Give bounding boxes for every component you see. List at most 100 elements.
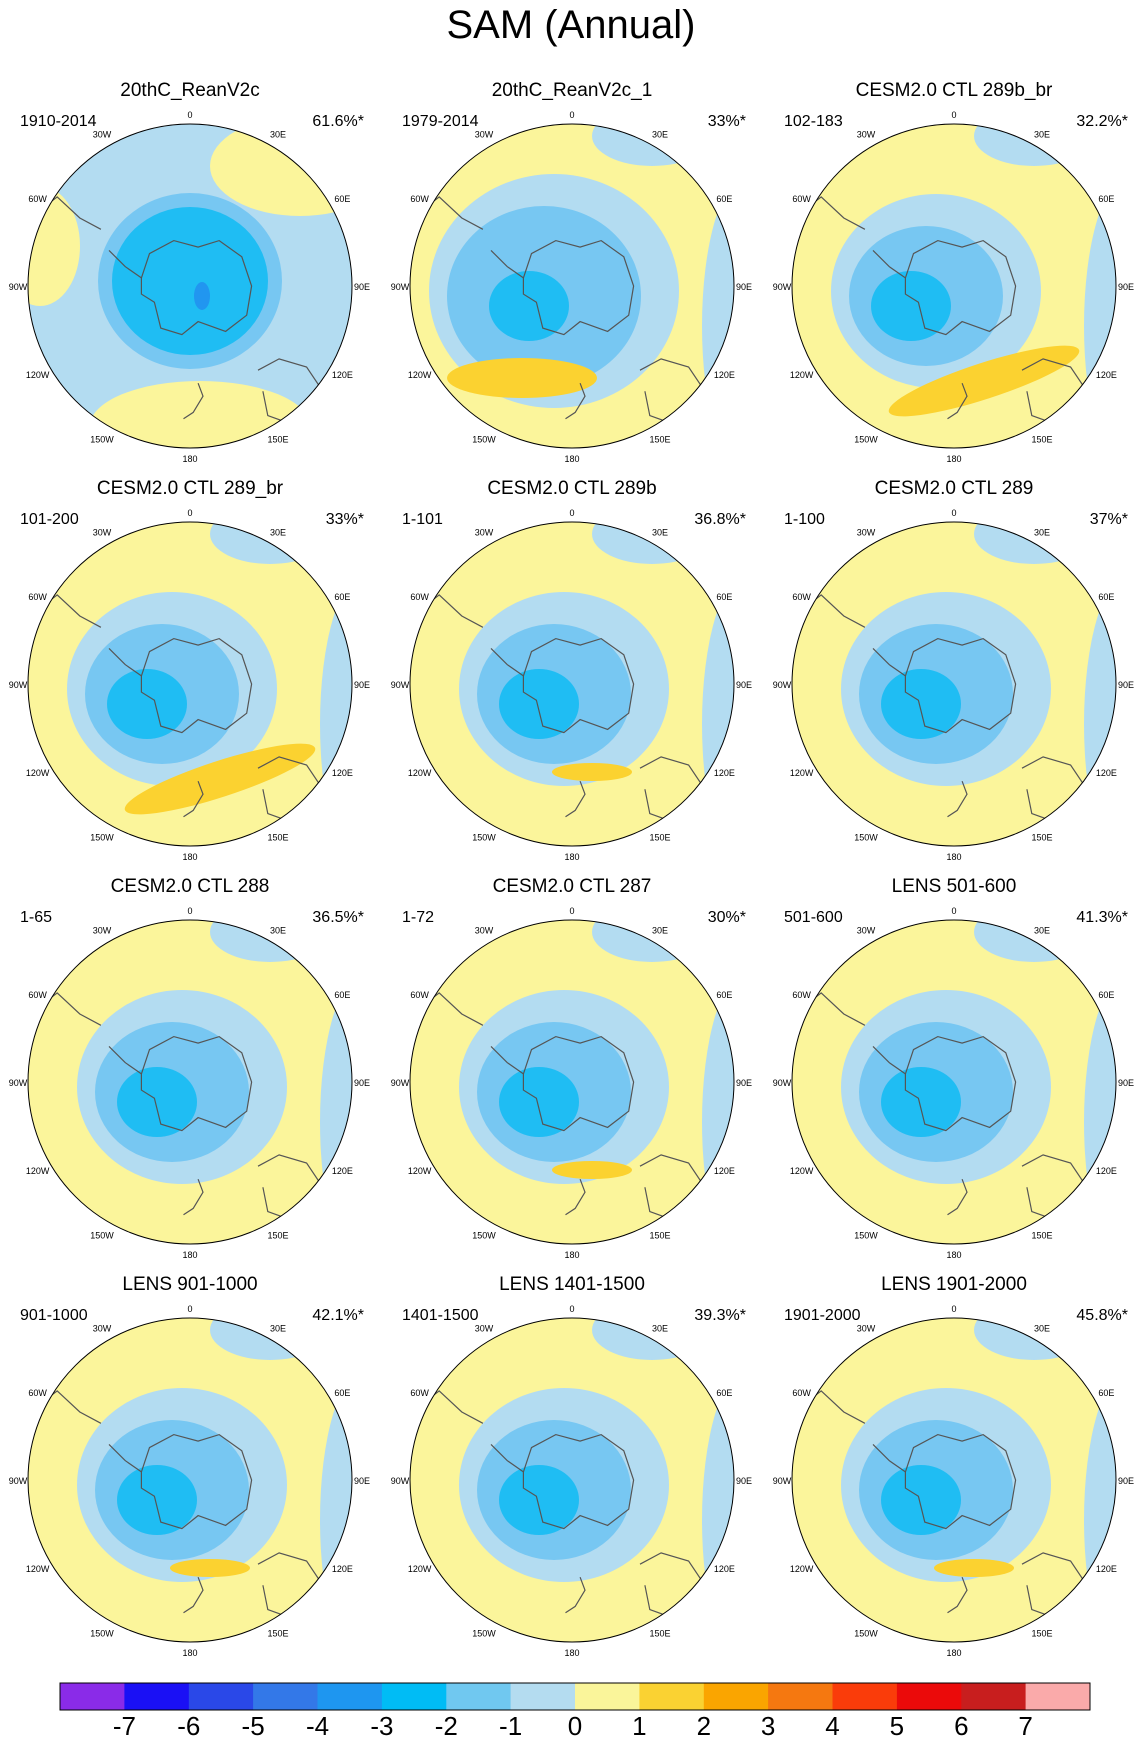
longitude-label: 150W [90, 1230, 114, 1240]
longitude-label: 120E [714, 768, 735, 778]
longitude-label: 150W [854, 832, 878, 842]
map-boundary [27, 123, 353, 449]
longitude-label: 90E [1118, 1476, 1134, 1486]
new-zealand-coast [183, 382, 204, 420]
positive-anomaly [447, 358, 597, 398]
negative-anomaly [702, 1370, 734, 1642]
longitude-label: 180 [946, 454, 961, 464]
panel-percent: 41.3%* [1076, 909, 1128, 926]
new-zealand-coast [947, 382, 968, 420]
longitude-label: 180 [182, 852, 197, 862]
longitude-label: 30E [1034, 926, 1050, 936]
panel-years: 1-101 [402, 511, 443, 528]
longitude-label: 90W [9, 282, 28, 292]
panel-title: 20thC_ReanV2c [120, 80, 259, 101]
longitude-label: 150W [472, 832, 496, 842]
map-boundary [409, 123, 735, 449]
longitude-label: 30E [1034, 130, 1050, 140]
antarctica-coast [904, 637, 1017, 734]
longitude-label: 90W [773, 1476, 792, 1486]
panel-percent: 30%* [708, 909, 746, 926]
sam-pattern [410, 920, 734, 1244]
longitude-label: 60W [792, 194, 811, 204]
map-boundary [791, 1317, 1117, 1643]
longitude-label: 120E [332, 1166, 353, 1176]
peninsula-coast [108, 1443, 142, 1473]
longitude-label: 30E [652, 1324, 668, 1334]
colorbar-label: 6 [954, 1711, 968, 1738]
longitude-label: 150W [854, 1230, 878, 1240]
longitude-label: 150W [854, 434, 878, 444]
negative-anomaly [881, 1465, 961, 1535]
longitude-label: 90E [736, 282, 752, 292]
longitude-label: 120W [26, 768, 50, 778]
sam-pattern [410, 124, 734, 448]
longitude-label: 60W [792, 592, 811, 602]
negative-anomaly [112, 207, 268, 355]
negative-anomaly [107, 669, 187, 739]
map-panel: LENS 1901-2000 1901-2000 45.8%* 0 30E 60E 90E 1… [773, 1274, 1134, 1658]
map-panel: CESM2.0 CTL 289b 1-101 36.8%* 0 30E 60E 90E 120… [391, 478, 752, 862]
positive-anomaly [90, 381, 310, 448]
longitude-label: 90E [1118, 282, 1134, 292]
antarctica-coast [904, 1433, 1017, 1530]
longitude-label: 120W [408, 1166, 432, 1176]
longitude-label: 150E [1031, 434, 1052, 444]
longitude-label: 90W [9, 680, 28, 690]
longitude-label: 150E [649, 1628, 670, 1638]
new-zealand-coast [947, 1178, 968, 1216]
colorbar-label: -4 [306, 1711, 329, 1738]
longitude-label: 120E [332, 768, 353, 778]
panel-years: 1910-2014 [20, 113, 97, 130]
colorbar-swatch [253, 1683, 318, 1710]
negative-anomaly [489, 271, 569, 341]
longitude-label: 150W [472, 1628, 496, 1638]
colorbar-label: -2 [435, 1711, 458, 1738]
panel-title: CESM2.0 CTL 289_br [97, 478, 284, 499]
longitude-label: 120E [1096, 1564, 1117, 1574]
longitude-label: 30W [857, 926, 876, 936]
colorbar-swatch [832, 1683, 898, 1710]
longitude-label: 120E [1096, 370, 1117, 380]
panel-years: 1979-2014 [402, 113, 479, 130]
longitude-label: 120E [332, 370, 353, 380]
longitude-label: 30W [475, 926, 494, 936]
new-zealand-coast [565, 780, 586, 818]
antarctica-coast [522, 239, 635, 336]
longitude-label: 180 [946, 852, 961, 862]
longitude-label: 60E [1098, 1388, 1114, 1398]
longitude-label: 60E [1098, 592, 1114, 602]
colorbar-swatch [768, 1683, 833, 1710]
panel-years: 1-65 [20, 909, 52, 926]
longitude-label: 150W [854, 1628, 878, 1638]
longitude-label: 150W [90, 434, 114, 444]
map-panel: LENS 501-600 501-600 41.3%* 0 30E 60E 90E 120E 1… [773, 876, 1134, 1260]
colorbar-swatch [703, 1683, 769, 1710]
longitude-label: 180 [564, 1648, 579, 1658]
panel-percent: 33%* [708, 113, 746, 130]
panel-percent: 32.2%* [1076, 113, 1128, 130]
longitude-label: 120W [790, 370, 814, 380]
longitude-label: 90E [1118, 680, 1134, 690]
negative-anomaly [702, 972, 734, 1244]
negative-anomaly [881, 1067, 961, 1137]
longitude-label: 30E [270, 528, 286, 538]
peninsula-coast [490, 249, 524, 279]
longitude-label: 90W [773, 680, 792, 690]
colorbar-swatch [575, 1683, 640, 1710]
longitude-label: 120W [790, 1564, 814, 1574]
longitude-label: 150E [649, 1230, 670, 1240]
peninsula-coast [490, 1045, 524, 1075]
colorbar-swatch [124, 1683, 190, 1710]
longitude-label: 120W [26, 1564, 50, 1574]
longitude-label: 0 [951, 906, 956, 916]
panel-years: 501-600 [784, 909, 843, 926]
longitude-label: 60W [410, 194, 429, 204]
panel-title: CESM2.0 CTL 289b [487, 478, 656, 499]
longitude-label: 120E [332, 1564, 353, 1574]
panel-title: LENS 501-600 [892, 876, 1017, 897]
colorbar-label: -3 [370, 1711, 393, 1738]
longitude-label: 60E [716, 990, 732, 1000]
negative-anomaly [117, 1465, 197, 1535]
longitude-label: 30W [93, 926, 112, 936]
